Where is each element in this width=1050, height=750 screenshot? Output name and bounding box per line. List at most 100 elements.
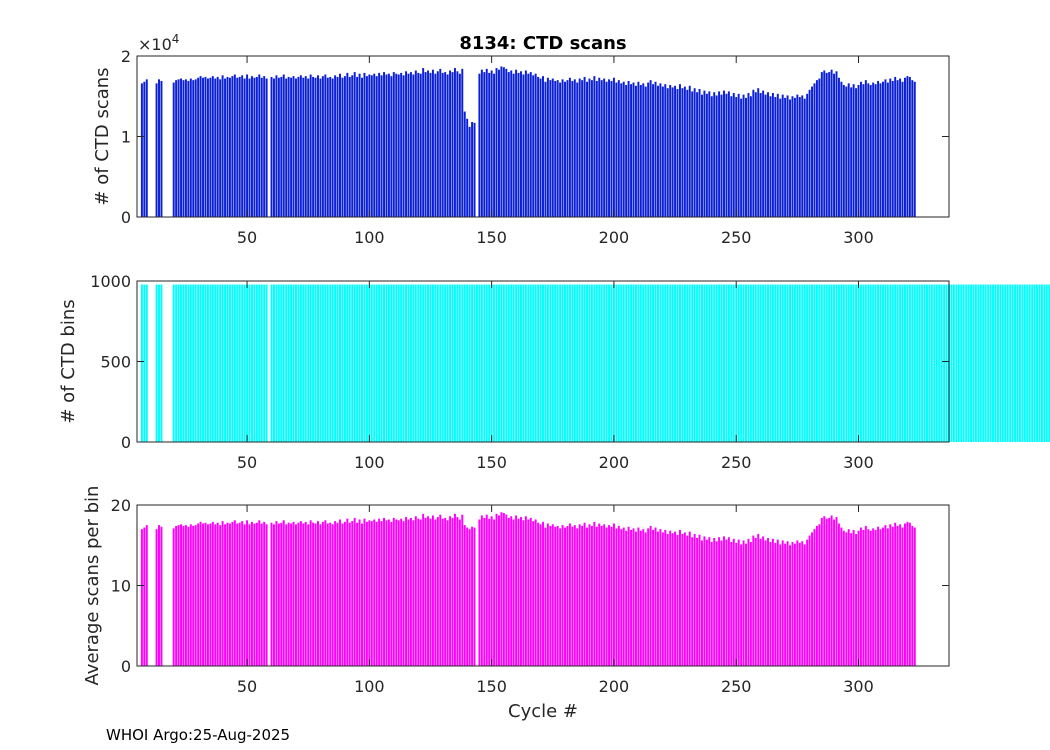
bar-cycle-151 [493, 519, 496, 666]
bar-cycle-277 [801, 541, 804, 666]
bar-cycle-128 [436, 517, 439, 666]
bar-cycle-223 [669, 284, 672, 442]
bar-cycle-48 [241, 284, 244, 442]
bar-cycle-235 [698, 284, 701, 442]
bar-cycle-15 [160, 284, 163, 442]
bar-cycle-113 [400, 72, 403, 217]
bar-cycle-205 [625, 84, 628, 217]
bar-cycle-176 [554, 284, 557, 442]
bar-cycle-225 [674, 531, 677, 666]
bar-cycle-289 [830, 69, 833, 217]
bar-cycle-93 [351, 521, 354, 666]
bar-cycle-233 [693, 88, 696, 217]
bar-cycle-101 [370, 75, 373, 217]
bar-cycle-193 [595, 526, 598, 666]
bar-cycle-159 [512, 519, 515, 666]
bar-cycle-139 [463, 111, 466, 217]
bar-cycle-231 [688, 85, 691, 217]
bar-cycle-88 [339, 73, 341, 218]
bar-cycle-191 [590, 80, 593, 218]
bar-cycle-302 [862, 84, 865, 218]
bar-cycle-274 [793, 543, 796, 666]
bar-cycle-362 [1009, 284, 1012, 442]
bar-cycle-208 [632, 82, 635, 217]
bar-cycle-309 [879, 83, 882, 218]
bar-cycle-89 [341, 523, 344, 666]
bar-cycle-21 [175, 525, 178, 666]
bar-cycle-193 [595, 80, 598, 218]
bar-cycle-98 [363, 72, 366, 217]
bar-cycle-65 [282, 284, 285, 442]
bar-cycle-53 [253, 523, 256, 666]
bar-cycle-70 [295, 284, 297, 442]
bar-cycle-239 [708, 91, 711, 217]
bar-cycle-36 [211, 521, 214, 666]
bar-cycle-367 [1021, 284, 1024, 442]
bar-cycle-116 [407, 284, 410, 442]
bar-cycle-236 [701, 94, 703, 217]
x-tick-label: 150 [476, 228, 507, 247]
bar-cycle-150 [490, 516, 493, 666]
bar-cycle-349 [977, 284, 980, 442]
bar-cycle-241 [713, 92, 716, 217]
bar-cycle-352 [984, 284, 987, 442]
bar-cycle-120 [417, 518, 420, 666]
bar-cycle-222 [666, 88, 669, 217]
bar-cycle-124 [427, 284, 430, 442]
bar-cycle-211 [639, 530, 642, 666]
bar-cycle-50 [246, 74, 249, 217]
bar-cycle-294 [842, 84, 845, 217]
bar-cycle-139 [463, 525, 466, 667]
bar-cycle-264 [769, 96, 772, 217]
bar-cycle-76 [309, 520, 312, 666]
bar-cycle-227 [678, 84, 681, 218]
bar-cycle-247 [727, 284, 730, 442]
bar-cycle-281 [811, 284, 814, 442]
bar-cycle-262 [764, 284, 767, 442]
bar-cycle-213 [644, 86, 647, 217]
bar-cycle-82 [324, 520, 327, 666]
bar-cycle-71 [297, 76, 300, 218]
bar-cycle-135 [453, 513, 456, 666]
bar-cycle-243 [718, 91, 721, 217]
bar-cycle-332 [935, 284, 938, 442]
bar-cycle-66 [285, 524, 288, 666]
bar-cycle-240 [710, 96, 713, 217]
bar-cycle-157 [507, 517, 510, 666]
bar-cycle-54 [255, 76, 258, 218]
bar-cycle-13 [155, 83, 158, 218]
bar-cycle-269 [781, 540, 784, 666]
bar-cycle-66 [285, 284, 288, 442]
x-tick-label: 50 [237, 677, 257, 696]
x-tick-label: 200 [599, 228, 630, 247]
bar-cycle-319 [904, 284, 906, 442]
bar-cycle-150 [490, 284, 493, 442]
bar-cycle-117 [409, 72, 412, 217]
bar-cycle-120 [417, 284, 420, 442]
bar-cycle-146 [480, 284, 483, 442]
y-axis-label: # of CTD bins [58, 299, 79, 423]
bar-cycle-15 [160, 526, 163, 666]
bar-cycle-13 [155, 529, 158, 666]
bar-cycle-246 [725, 539, 728, 666]
bar-cycle-118 [412, 520, 415, 666]
bar-cycle-197 [605, 527, 608, 666]
bar-cycle-284 [818, 284, 821, 442]
y-tick-label: 10 [111, 577, 131, 596]
bar-cycle-25 [184, 284, 187, 442]
bar-cycle-204 [622, 527, 625, 666]
bar-cycle-26 [187, 284, 190, 442]
bar-cycle-252 [740, 98, 743, 217]
bar-cycle-250 [735, 97, 738, 217]
bar-cycle-56 [260, 523, 263, 666]
bar-cycle-264 [769, 542, 772, 666]
bar-cycle-239 [708, 284, 711, 442]
bar-cycle-229 [683, 532, 686, 666]
bar-cycle-279 [806, 284, 809, 442]
bar-cycle-322 [911, 525, 914, 666]
bar-cycle-95 [356, 76, 359, 218]
bar-cycle-334 [940, 284, 943, 442]
bar-cycle-200 [612, 284, 615, 442]
bar-cycle-215 [649, 525, 652, 666]
